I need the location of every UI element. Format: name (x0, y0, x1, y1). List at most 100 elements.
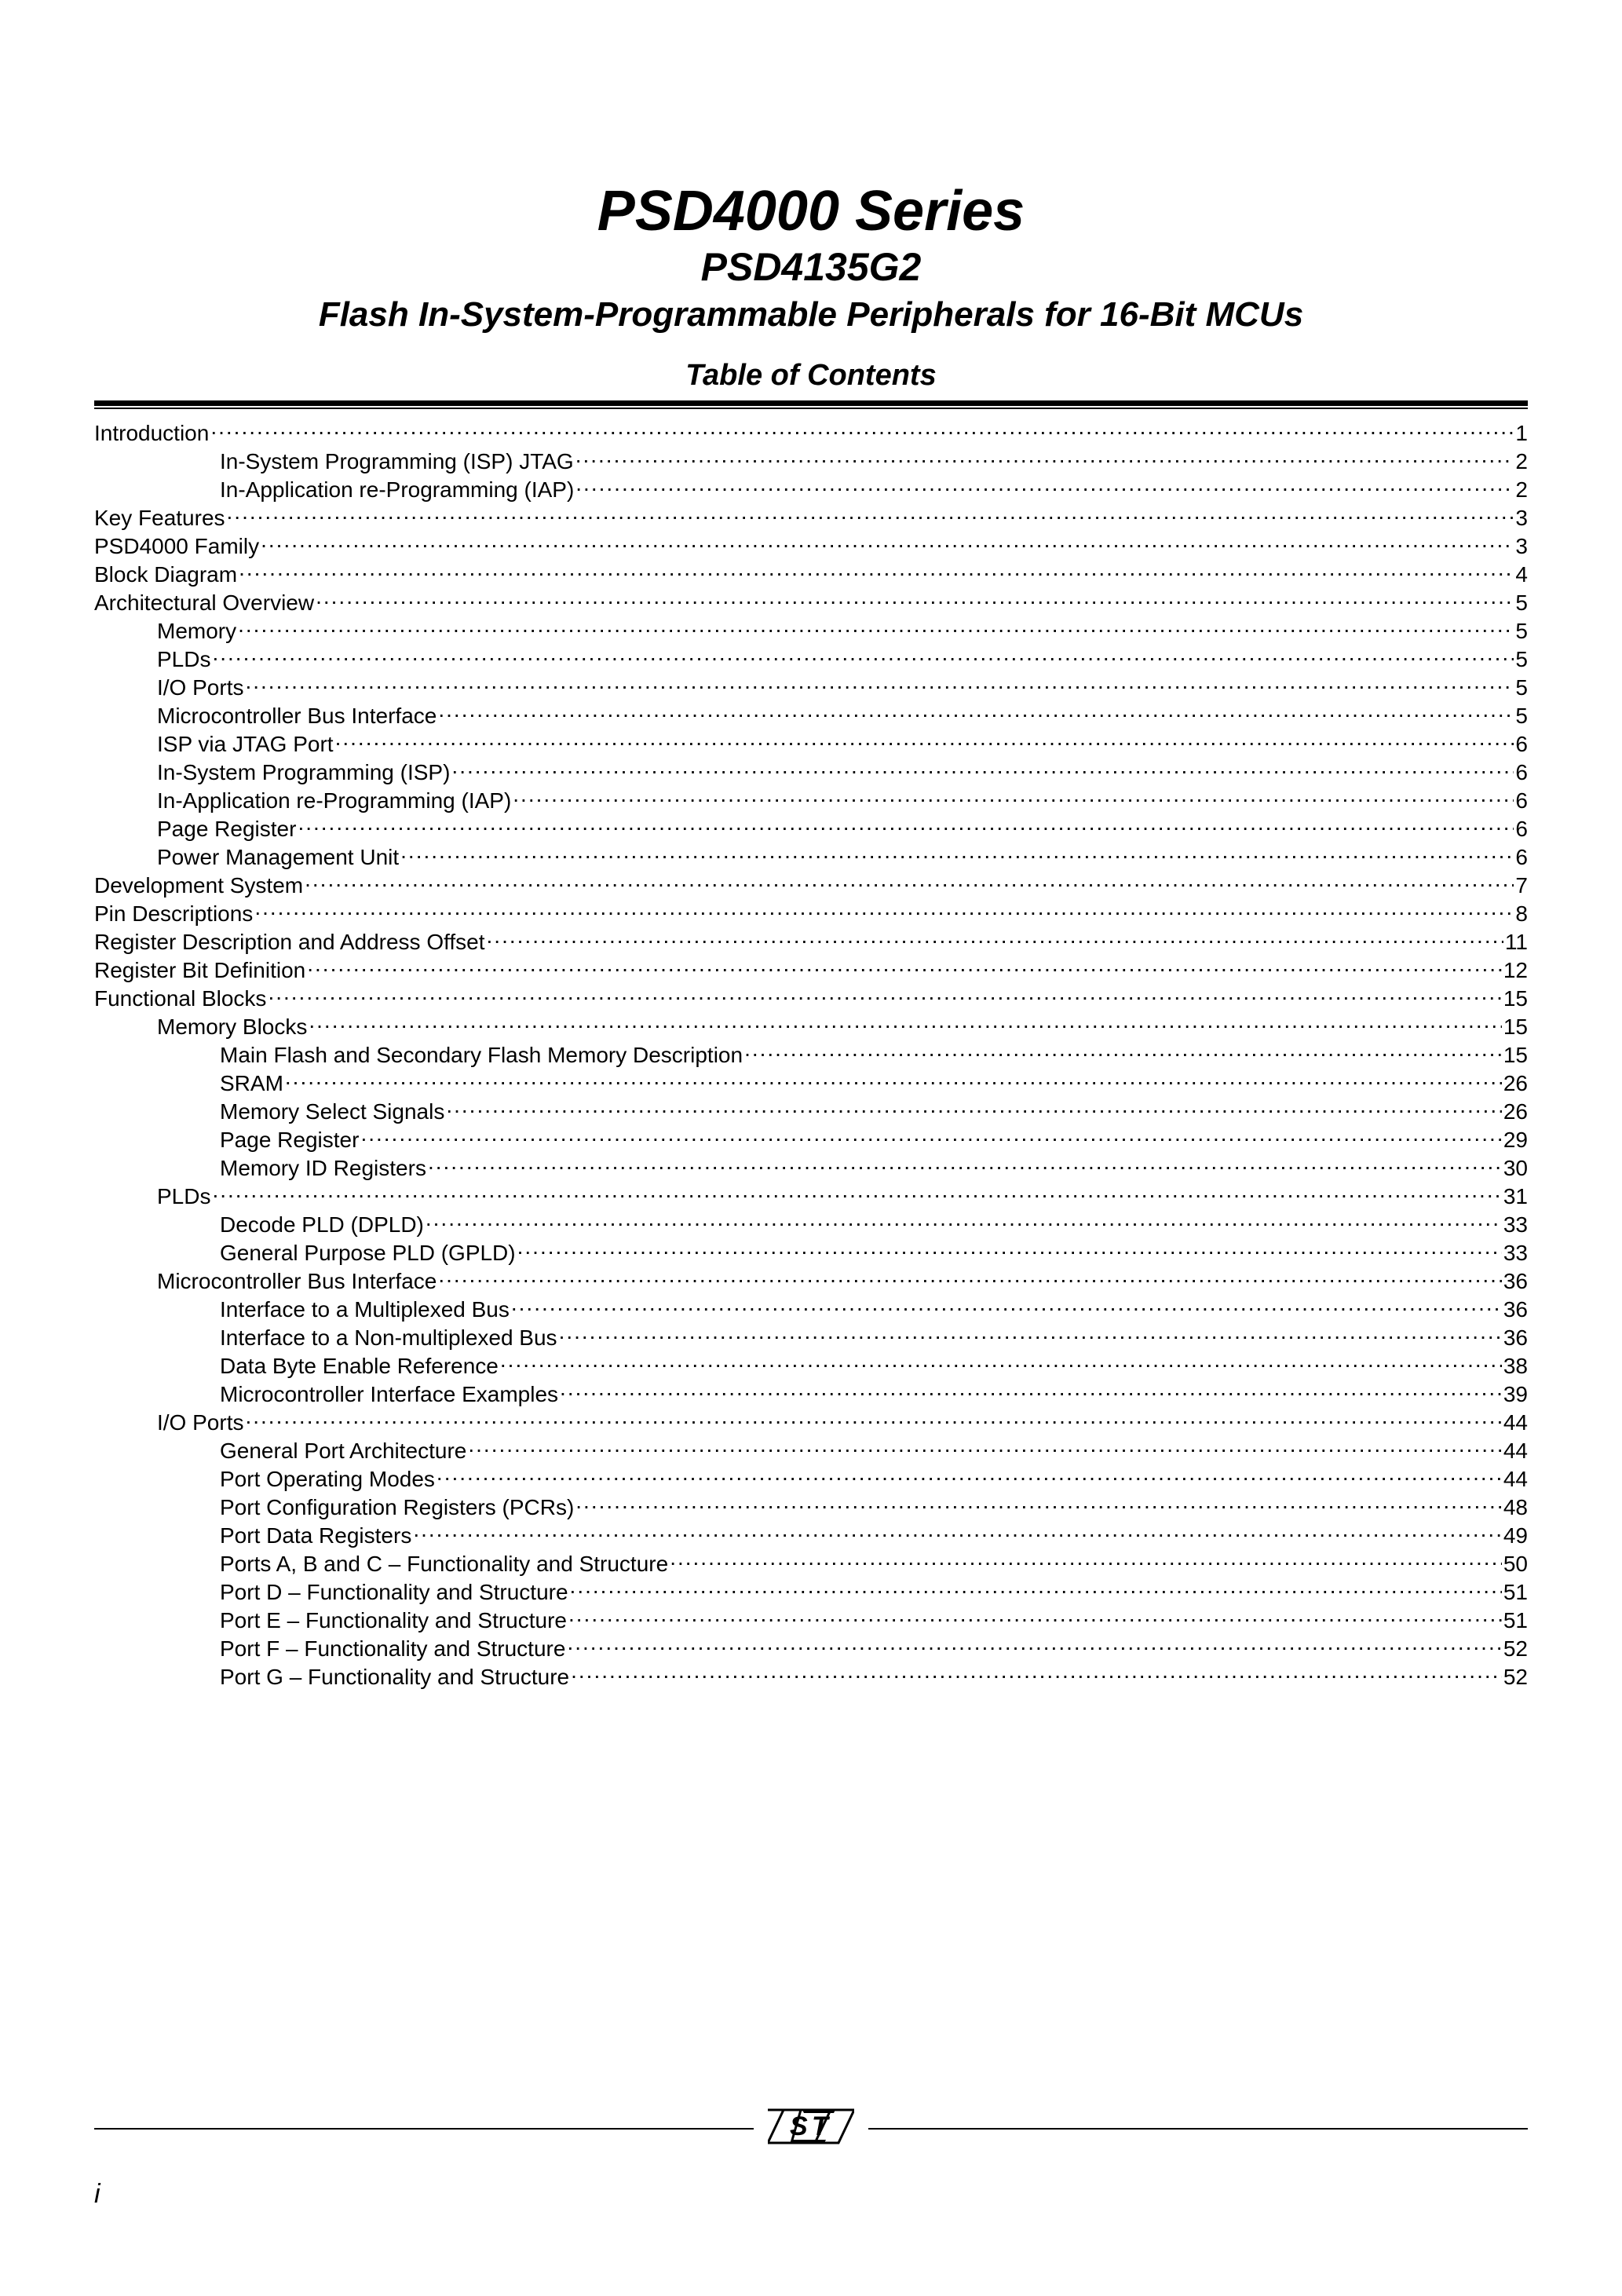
toc-leader-dots (575, 475, 1514, 497)
toc-entry-label: Architectural Overview (94, 589, 314, 616)
toc-entry-page: 6 (1515, 730, 1528, 758)
toc-entry-label: Register Bit Definition (94, 956, 305, 984)
toc-row: Microcontroller Bus Interface36 (94, 1267, 1528, 1295)
toc-leader-dots (335, 729, 1514, 751)
toc-entry-page: 30 (1503, 1154, 1528, 1182)
toc-entry-page: 2 (1515, 476, 1528, 503)
toc-entry-label: In-Application re-Programming (IAP) (220, 476, 574, 503)
toc-entry-page: 52 (1503, 1635, 1528, 1662)
toc-leader-dots (575, 447, 1514, 469)
toc-leader-dots (307, 956, 1502, 978)
toc-entry-label: Ports A, B and C – Functionality and Str… (220, 1550, 668, 1578)
page-number: i (94, 2179, 100, 2210)
toc-leader-dots (245, 1408, 1501, 1430)
toc-leader-dots (210, 419, 1514, 441)
toc-leader-dots (309, 1012, 1501, 1034)
toc-entry-label: Microcontroller Interface Examples (220, 1380, 558, 1408)
toc-entry-label: PLDs (157, 645, 210, 673)
toc-entry-label: Microcontroller Bus Interface (157, 702, 437, 729)
toc-row: Microcontroller Bus Interface 5 (94, 701, 1528, 729)
st-logo-icon: S T (768, 2102, 854, 2155)
toc-leader-dots (254, 899, 1514, 921)
toc-row: Decode PLD (DPLD)33 (94, 1210, 1528, 1238)
toc-leader-dots (227, 503, 1514, 525)
toc-entry-page: 50 (1503, 1550, 1528, 1578)
toc-row: Introduction1 (94, 419, 1528, 447)
toc-entry-page: 48 (1503, 1493, 1528, 1521)
toc-entry-page: 44 (1503, 1409, 1528, 1436)
toc-row: Key Features3 (94, 503, 1528, 532)
toc-row: Pin Descriptions8 (94, 899, 1528, 927)
toc-entry-page: 5 (1515, 645, 1528, 673)
toc-leader-dots (744, 1040, 1502, 1062)
toc-entry-page: 11 (1505, 928, 1528, 956)
toc-entry-label: Port G – Functionality and Structure (220, 1663, 569, 1691)
toc-row: Register Description and Address Offset1… (94, 927, 1528, 956)
toc-entry-page: 5 (1515, 589, 1528, 616)
toc-entry-label: I/O Ports (157, 674, 243, 701)
toc-leader-dots (239, 560, 1514, 582)
toc-entry-page: 51 (1503, 1578, 1528, 1606)
footer-rule-left (94, 2128, 754, 2130)
toc-entry-label: Memory Select Signals (220, 1098, 444, 1125)
toc-row: SRAM 26 (94, 1069, 1528, 1097)
toc-leader-dots (413, 1521, 1502, 1543)
toc-entry-page: 52 (1503, 1663, 1528, 1691)
toc-entry-page: 33 (1503, 1239, 1528, 1267)
toc-row: PLDs 5 (94, 645, 1528, 673)
toc-entry-page: 6 (1515, 843, 1528, 871)
toc-leader-dots (212, 645, 1514, 667)
page-footer: S T (94, 2102, 1528, 2155)
toc-entry-label: I/O Ports (157, 1409, 243, 1436)
toc-entry-page: 36 (1503, 1296, 1528, 1323)
toc-entry-label: Port E – Functionality and Structure (220, 1607, 567, 1634)
toc-entry-label: Key Features (94, 504, 225, 532)
toc-entry-label: Introduction (94, 419, 209, 447)
toc-row: PLDs31 (94, 1182, 1528, 1210)
toc-leader-dots (360, 1125, 1501, 1147)
toc-entry-page: 26 (1503, 1069, 1528, 1097)
toc-entry-label: Block Diagram (94, 561, 237, 588)
toc-row: Functional Blocks15 (94, 984, 1528, 1012)
toc-entry-label: Data Byte Enable Reference (220, 1352, 499, 1380)
toc-entry-page: 33 (1503, 1211, 1528, 1238)
toc-row: Page Register6 (94, 814, 1528, 843)
toc-entry-label: SRAM (220, 1069, 283, 1097)
toc-leader-dots (305, 871, 1514, 893)
toc-entry-page: 26 (1503, 1098, 1528, 1125)
toc-row: Memory ID Registers30 (94, 1153, 1528, 1182)
toc-leader-dots (438, 1267, 1501, 1289)
toc-leader-dots (428, 1153, 1502, 1175)
toc-leader-dots (316, 588, 1514, 610)
toc-entry-label: Port Data Registers (220, 1522, 411, 1549)
toc-entry-label: Development System (94, 872, 303, 899)
toc-leader-dots (298, 814, 1514, 836)
toc-row: In-System Programming (ISP) JTAG2 (94, 447, 1528, 475)
toc-entry-page: 5 (1515, 702, 1528, 729)
toc-entry-page: 44 (1503, 1437, 1528, 1464)
toc-entry-page: 39 (1503, 1380, 1528, 1408)
toc-row: Memory Select Signals 26 (94, 1097, 1528, 1125)
toc-entry-page: 7 (1515, 872, 1528, 899)
toc-row: In-System Programming (ISP)6 (94, 758, 1528, 786)
toc-entry-label: Pin Descriptions (94, 900, 253, 927)
toc-entry-label: Page Register (157, 815, 296, 843)
toc-row: Port Operating Modes44 (94, 1464, 1528, 1493)
toc-row: Main Flash and Secondary Flash Memory De… (94, 1040, 1528, 1069)
toc-entry-label: Main Flash and Secondary Flash Memory De… (220, 1041, 743, 1069)
toc-entry-page: 31 (1503, 1183, 1528, 1210)
toc-leader-dots (400, 843, 1514, 865)
toc-row: Memory5 (94, 616, 1528, 645)
toc-leader-dots (567, 1634, 1501, 1656)
toc-row: ISP via JTAG Port6 (94, 729, 1528, 758)
title-series: PSD4000 Series (94, 181, 1528, 243)
title-subtitle: Flash In-System-Programmable Peripherals… (94, 295, 1528, 335)
toc-entry-label: Port F – Functionality and Structure (220, 1635, 565, 1662)
toc-row: Port D – Functionality and Structure51 (94, 1578, 1528, 1606)
toc-leader-dots (670, 1549, 1502, 1571)
toc-row: Block Diagram 4 (94, 560, 1528, 588)
toc-entry-page: 38 (1503, 1352, 1528, 1380)
toc-entry-page: 4 (1515, 561, 1528, 588)
toc-entry-label: General Port Architecture (220, 1437, 466, 1464)
toc-entry-page: 12 (1503, 956, 1528, 984)
